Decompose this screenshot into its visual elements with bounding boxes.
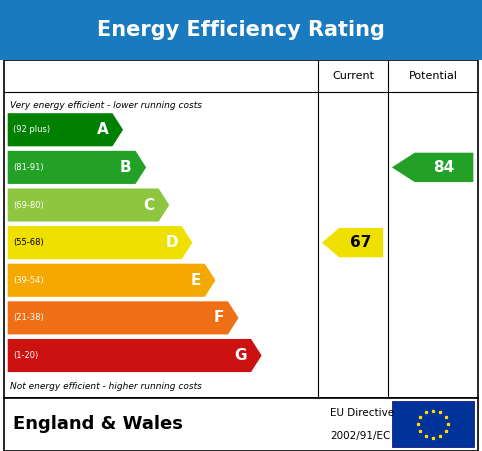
Text: Energy Efficiency Rating: Energy Efficiency Rating [97, 20, 385, 40]
Text: Very energy efficient - lower running costs: Very energy efficient - lower running co… [10, 101, 201, 110]
Polygon shape [392, 153, 473, 182]
Text: A: A [97, 122, 108, 137]
Polygon shape [8, 151, 146, 184]
Text: (69-80): (69-80) [13, 201, 44, 210]
Bar [0, 0, 482, 60]
Text: Current: Current [332, 71, 374, 81]
Text: Potential: Potential [409, 71, 457, 81]
Text: (81-91): (81-91) [13, 163, 44, 172]
Polygon shape [8, 264, 215, 297]
Text: 2002/91/EC: 2002/91/EC [330, 431, 390, 441]
Text: F: F [214, 310, 224, 325]
Polygon shape [8, 113, 123, 146]
Text: E: E [190, 273, 201, 288]
Bar [4, 398, 478, 451]
Text: B: B [120, 160, 132, 175]
Bar [4, 60, 478, 398]
Text: C: C [144, 198, 155, 212]
Text: (39-54): (39-54) [13, 276, 44, 285]
Text: G: G [235, 348, 247, 363]
Polygon shape [322, 228, 383, 258]
Bar [392, 401, 474, 447]
Text: Not energy efficient - higher running costs: Not energy efficient - higher running co… [10, 382, 201, 391]
Text: 84: 84 [433, 160, 455, 175]
Polygon shape [8, 226, 192, 259]
Text: England & Wales: England & Wales [13, 415, 182, 433]
Text: (92 plus): (92 plus) [13, 125, 51, 134]
Polygon shape [8, 189, 169, 221]
Text: (1-20): (1-20) [13, 351, 39, 360]
Text: EU Directive: EU Directive [330, 408, 394, 418]
Polygon shape [8, 339, 262, 372]
Text: D: D [165, 235, 178, 250]
Text: (21-38): (21-38) [13, 313, 44, 322]
Text: (55-68): (55-68) [13, 238, 44, 247]
Polygon shape [8, 301, 239, 335]
Text: 67: 67 [350, 235, 372, 250]
